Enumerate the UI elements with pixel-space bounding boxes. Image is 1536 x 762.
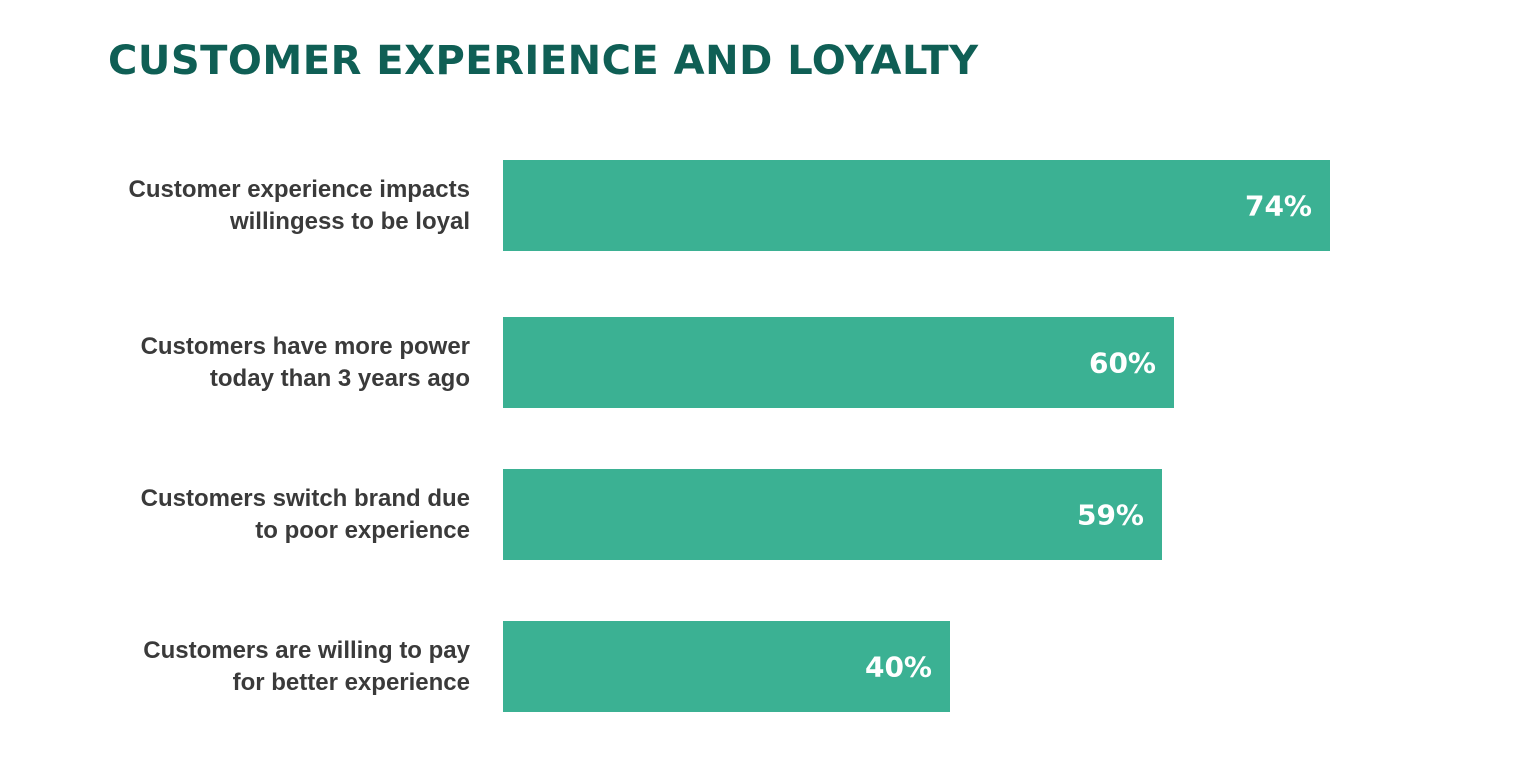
bar: 60%: [503, 317, 1174, 408]
bar-label-line: to poor experience: [255, 516, 470, 544]
bar-label-line: willingess to be loyal: [229, 207, 470, 235]
bar-label: Customer experience impacts willingess t…: [90, 174, 470, 238]
bar-row: Customer experience impacts willingess t…: [0, 160, 1536, 251]
bar-label: Customers are willing to pay for better …: [90, 635, 470, 699]
bar-label-line: for better experience: [232, 668, 470, 696]
bar-label-line: Customer experience impacts: [128, 175, 470, 203]
bar-label-line: Customers switch brand due: [140, 484, 470, 512]
bar-row: Customers have more power today than 3 y…: [0, 317, 1536, 408]
bar-value-label: 59%: [1076, 498, 1144, 531]
bar-row: Customers switch brand due to poor exper…: [0, 469, 1536, 560]
bar-value-label: 60%: [1088, 346, 1156, 379]
bar-label-line: Customers are willing to pay: [143, 636, 470, 664]
chart-title: CUSTOMER EXPERIENCE AND LOYALTY: [108, 38, 979, 84]
bar-value-label: 40%: [864, 650, 932, 683]
bar-label-line: today than 3 years ago: [209, 364, 470, 392]
bar: 40%: [503, 621, 950, 712]
bar-label: Customers have more power today than 3 y…: [90, 331, 470, 395]
bar: 59%: [503, 469, 1162, 560]
bar: 74%: [503, 160, 1330, 251]
bar-value-label: 74%: [1244, 189, 1312, 222]
bar-row: Customers are willing to pay for better …: [0, 621, 1536, 712]
bar-label-line: Customers have more power: [140, 332, 470, 360]
bar-label: Customers switch brand due to poor exper…: [90, 483, 470, 547]
